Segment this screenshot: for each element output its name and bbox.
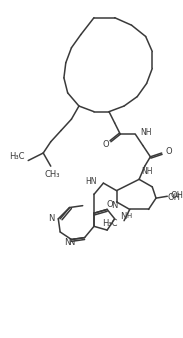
Text: O: O bbox=[103, 140, 109, 149]
Text: CH₃: CH₃ bbox=[45, 170, 60, 179]
Text: H: H bbox=[126, 213, 131, 219]
Text: H₃C: H₃C bbox=[9, 152, 25, 161]
Text: O: O bbox=[165, 147, 172, 155]
Text: N: N bbox=[120, 213, 127, 221]
Text: OH: OH bbox=[167, 193, 180, 202]
Text: NH: NH bbox=[141, 167, 152, 176]
Text: HN: HN bbox=[85, 177, 97, 186]
Text: N: N bbox=[48, 214, 55, 223]
Text: H₃C: H₃C bbox=[102, 219, 117, 228]
Text: OH: OH bbox=[170, 191, 183, 200]
Text: NH: NH bbox=[140, 128, 152, 137]
Text: N: N bbox=[68, 238, 75, 247]
Text: O: O bbox=[106, 200, 113, 209]
Text: N: N bbox=[111, 201, 117, 210]
Text: N: N bbox=[64, 238, 71, 247]
